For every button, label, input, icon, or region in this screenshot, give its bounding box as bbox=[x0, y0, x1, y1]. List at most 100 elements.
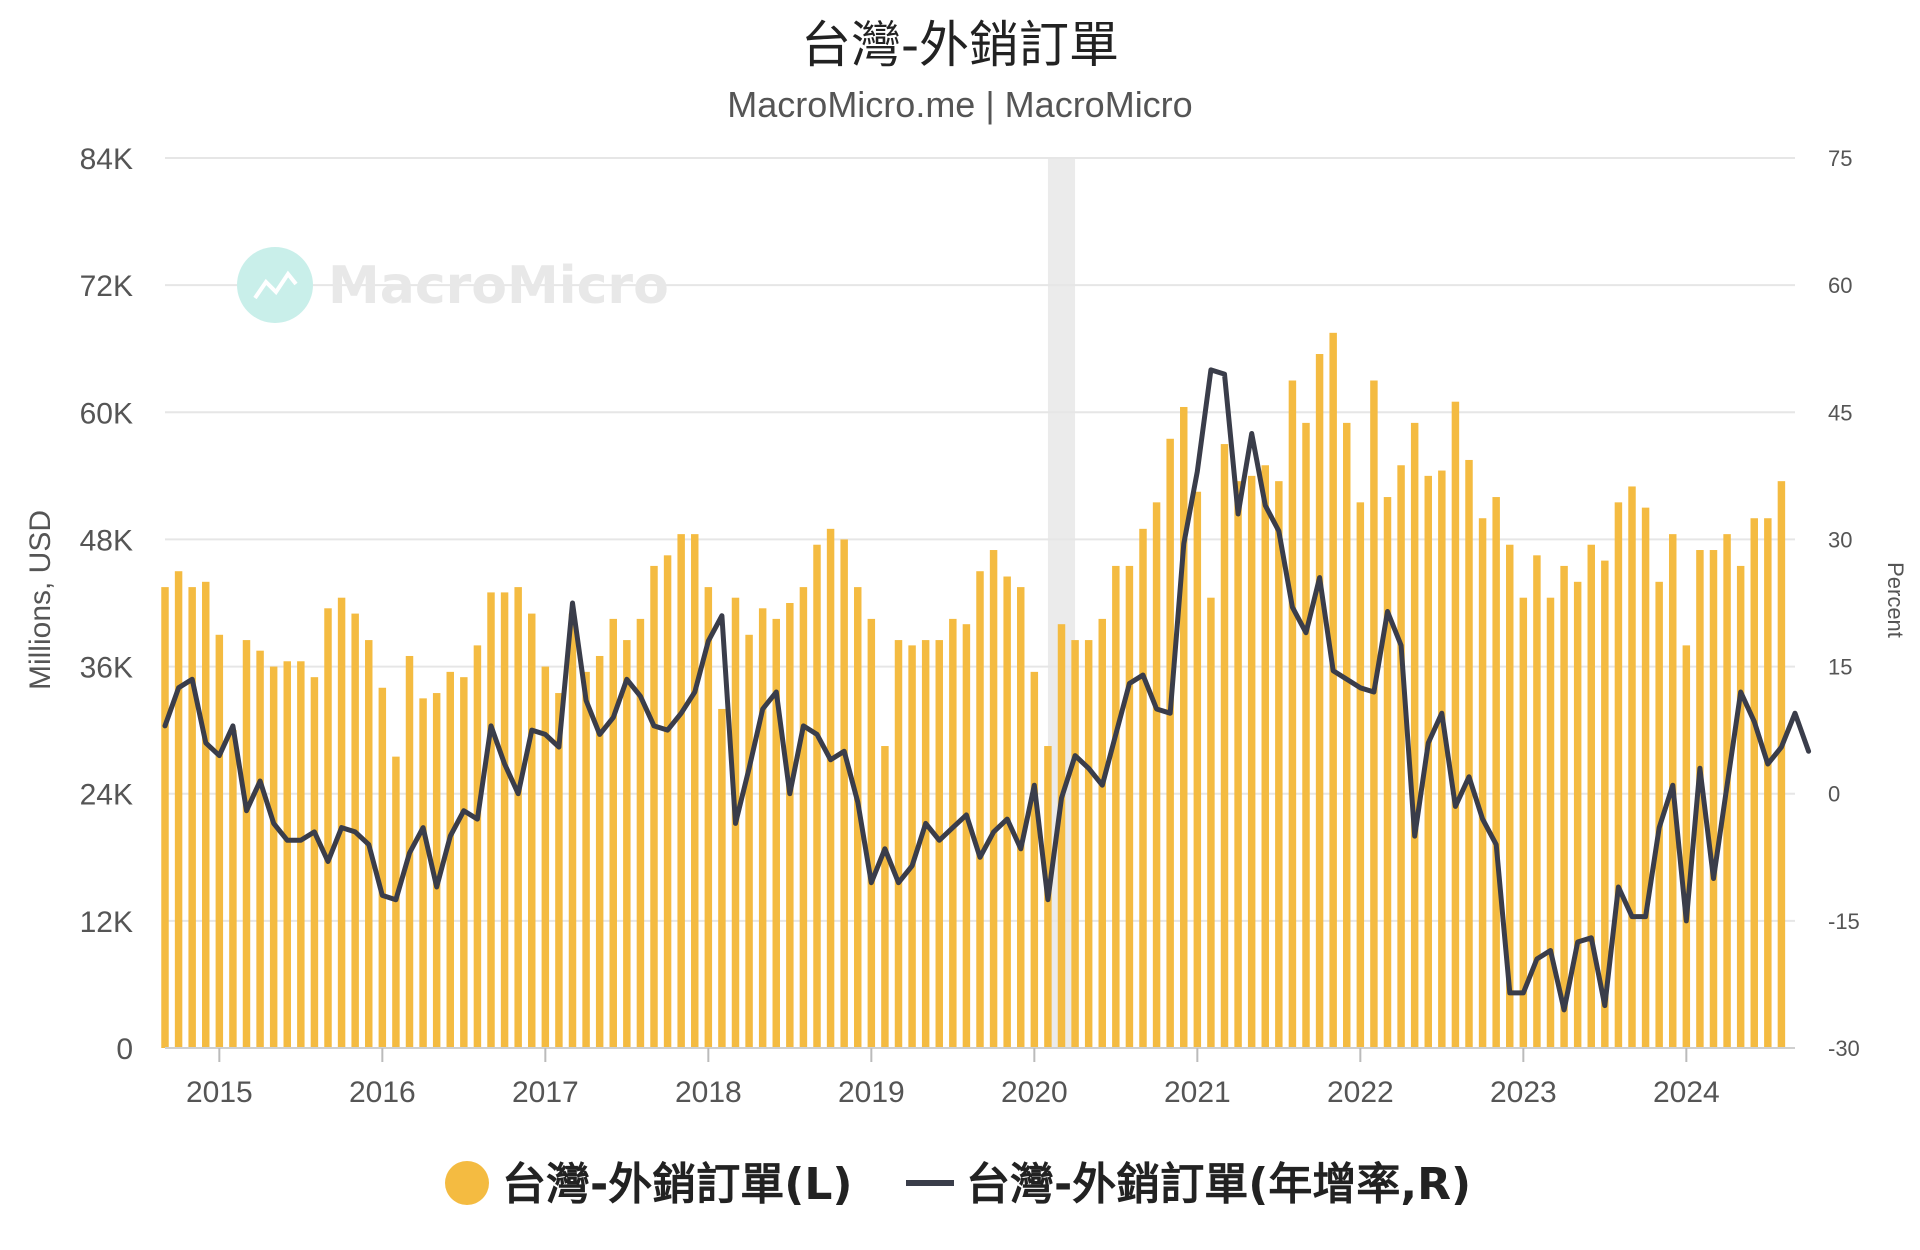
bar bbox=[324, 608, 332, 1048]
bar bbox=[718, 708, 726, 1048]
bar bbox=[1193, 491, 1202, 1048]
legend-line-marker[interactable] bbox=[906, 1180, 954, 1186]
bar bbox=[297, 661, 305, 1048]
bar bbox=[1247, 475, 1256, 1048]
bar bbox=[1125, 565, 1134, 1048]
legend: 台灣-外銷訂單(L) 台灣-外銷訂單(年增率,R) bbox=[445, 1159, 1471, 1210]
bar bbox=[1397, 465, 1405, 1048]
x-tick-label: 2022 bbox=[1327, 1076, 1394, 1109]
y-tick-right-label: 45 bbox=[1828, 400, 1852, 425]
bar bbox=[1302, 422, 1310, 1048]
bar bbox=[595, 655, 604, 1048]
y-tick-left-label: 48K bbox=[80, 524, 133, 557]
bar bbox=[1383, 497, 1392, 1048]
bar bbox=[188, 587, 196, 1048]
bar bbox=[1560, 565, 1568, 1048]
bar bbox=[826, 528, 835, 1048]
y-tick-right-label: 0 bbox=[1828, 782, 1840, 807]
bar bbox=[1030, 671, 1039, 1048]
y-tick-left-label: 84K bbox=[80, 143, 133, 176]
x-tick-label: 2015 bbox=[186, 1076, 253, 1109]
bar bbox=[1370, 380, 1378, 1048]
y-axis-right: -30 -15 0 15 30 45 60 75 bbox=[1828, 146, 1860, 1061]
y-tick-right-label: 75 bbox=[1828, 146, 1852, 171]
bar bbox=[1465, 459, 1473, 1048]
legend-bar-label[interactable]: 台灣-外銷訂單(L) bbox=[502, 1159, 853, 1210]
legend-line-label[interactable]: 台灣-外銷訂單(年增率,R) bbox=[966, 1159, 1471, 1210]
bar bbox=[1057, 624, 1066, 1048]
bar bbox=[1492, 497, 1500, 1048]
y-tick-left-label: 60K bbox=[80, 397, 133, 430]
y-axis-left: 0 12K 24K 36K 48K 60K 72K 84K bbox=[80, 143, 133, 1066]
bar bbox=[1764, 518, 1772, 1048]
bar bbox=[1261, 465, 1269, 1048]
y-tick-right-label: 60 bbox=[1828, 273, 1852, 298]
bar bbox=[1139, 528, 1147, 1048]
bar bbox=[174, 571, 183, 1048]
bar bbox=[1601, 560, 1609, 1048]
bar bbox=[1438, 470, 1446, 1048]
bar bbox=[609, 618, 617, 1048]
yoy-line bbox=[162, 367, 1812, 1013]
bar bbox=[1166, 438, 1174, 1048]
bar bbox=[1628, 486, 1636, 1048]
bar bbox=[745, 634, 753, 1048]
bar bbox=[1275, 481, 1283, 1048]
bar bbox=[1614, 502, 1623, 1049]
bar bbox=[1573, 581, 1582, 1048]
bar bbox=[202, 581, 210, 1048]
bar bbox=[677, 534, 685, 1048]
bar bbox=[691, 534, 699, 1048]
bar bbox=[229, 730, 237, 1048]
bar bbox=[337, 597, 346, 1048]
bar bbox=[1234, 481, 1242, 1048]
bar bbox=[392, 756, 400, 1048]
y-tick-left-label: 24K bbox=[80, 779, 133, 812]
bar bbox=[636, 618, 645, 1048]
watermark-chart-icon bbox=[253, 270, 298, 300]
bar bbox=[487, 592, 495, 1048]
bar bbox=[446, 671, 454, 1048]
bar-series bbox=[161, 332, 1786, 1049]
bar bbox=[378, 687, 387, 1048]
bar bbox=[623, 640, 631, 1048]
bar bbox=[242, 640, 251, 1048]
bar bbox=[1519, 597, 1528, 1048]
bar bbox=[786, 603, 794, 1048]
watermark-logo-icon bbox=[237, 247, 313, 323]
x-tick-label: 2017 bbox=[512, 1076, 579, 1109]
bar bbox=[650, 565, 658, 1048]
y-tick-right-label: 30 bbox=[1828, 527, 1852, 552]
bar bbox=[514, 587, 522, 1048]
chart-title: 台灣-外銷訂單 bbox=[801, 16, 1119, 74]
bar bbox=[1084, 640, 1093, 1048]
bar bbox=[894, 640, 903, 1048]
y-tick-right-label: -30 bbox=[1828, 1036, 1860, 1061]
bar bbox=[772, 618, 780, 1048]
x-tick-label: 2023 bbox=[1490, 1076, 1557, 1109]
bar bbox=[161, 587, 169, 1048]
bar bbox=[269, 666, 278, 1048]
bar bbox=[1750, 518, 1758, 1048]
bar bbox=[1112, 565, 1120, 1048]
bar bbox=[1533, 555, 1541, 1048]
bar bbox=[881, 746, 889, 1048]
bar bbox=[568, 613, 577, 1048]
bar bbox=[541, 666, 550, 1048]
y-tick-left-label: 12K bbox=[80, 906, 133, 939]
bar bbox=[1696, 550, 1704, 1048]
bar bbox=[921, 640, 930, 1048]
bar bbox=[528, 613, 536, 1048]
bar bbox=[1424, 475, 1432, 1048]
bar bbox=[460, 677, 468, 1048]
bar bbox=[256, 650, 264, 1048]
bar bbox=[704, 587, 713, 1048]
bar bbox=[432, 693, 441, 1048]
legend-bar-marker[interactable] bbox=[445, 1161, 489, 1205]
bar bbox=[1315, 354, 1324, 1048]
bar bbox=[867, 618, 876, 1048]
x-tick-label: 2018 bbox=[675, 1076, 742, 1109]
bar bbox=[935, 640, 943, 1048]
x-tick-label: 2024 bbox=[1653, 1076, 1720, 1109]
